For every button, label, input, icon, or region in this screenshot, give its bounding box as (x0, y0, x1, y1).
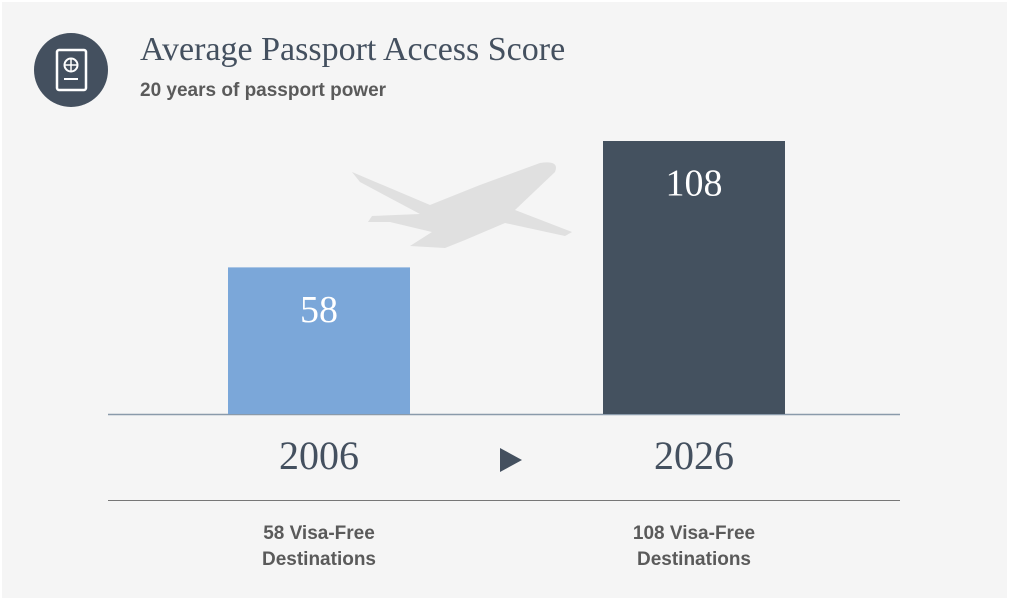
plane-decoration (352, 162, 572, 248)
caption: 58 Visa-Free (263, 523, 375, 544)
passport-icon (34, 33, 108, 107)
value-label: 58 (300, 289, 338, 331)
chart-subtitle: 20 years of passport power (140, 80, 387, 101)
value-label: 108 (666, 163, 723, 205)
caption: Destinations (637, 549, 751, 570)
bar (228, 267, 410, 414)
chart-title: Average Passport Access Score (140, 31, 565, 68)
caption: Destinations (262, 549, 376, 570)
x-tick-label: 2026 (654, 433, 734, 478)
caption: 108 Visa-Free (633, 523, 755, 544)
x-tick-label: 2006 (279, 433, 359, 478)
arrow (500, 448, 522, 472)
bar (603, 141, 785, 414)
